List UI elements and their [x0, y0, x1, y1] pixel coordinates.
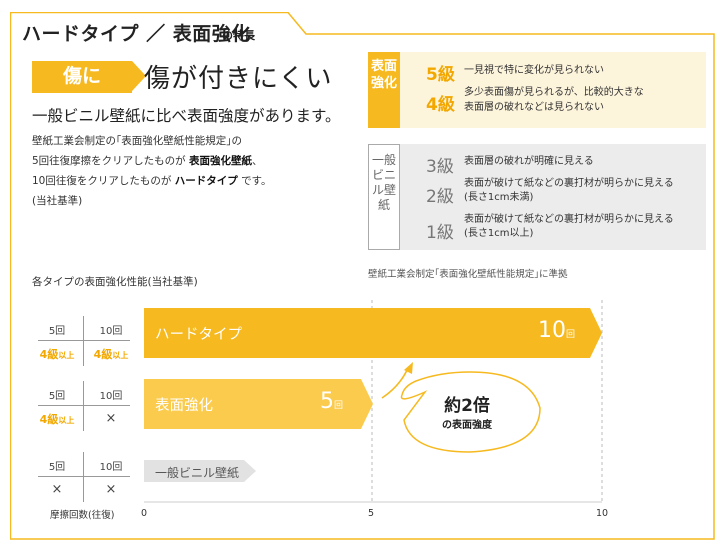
ippan-grades-panel: 3級 表面層の破れが明確に見える 2級 表面が破けて紙などの裏打材が明らかに見え… [400, 144, 706, 250]
grade-label: 1級 [426, 223, 454, 243]
table-cell: × [105, 482, 117, 497]
hyomen-grades-panel: 5級 一見視で特に変化が見られない 4級 多少表面傷が見られるが、比較的大きな … [400, 52, 706, 128]
table-divider [38, 340, 130, 341]
intro-line: 10回往復をクリアしたものが ハードタイプ です。 [32, 175, 272, 187]
bar-label-ippan: 一般ビニル壁紙 [155, 466, 240, 480]
standard-note: 壁紙工業会制定｢表面強化壁紙性能規定｣に準拠 [368, 269, 568, 280]
grade-label: 2級 [426, 187, 454, 207]
callout-bubble [400, 371, 541, 453]
grade-desc: 一見視で特に変化が見られない [464, 65, 604, 76]
grade-desc: (長さ1cm以上) [464, 228, 534, 239]
bar-value-hard: 10回 [538, 318, 576, 343]
headline-tag: 傷に [32, 61, 146, 92]
grade-desc: 表面層の破れなどは見られない [464, 102, 604, 113]
table-header: 10回 [99, 326, 123, 337]
grade-desc: 表面が破けて紙などの裏打材が明らかに見える [464, 214, 674, 225]
grade-desc: 表面層の破れが明確に見える [464, 156, 594, 167]
bar-label-hyomen: 表面強化 [155, 398, 213, 414]
bar-value-hyomen: 5回 [320, 389, 344, 414]
grade-table-hyomen: 5回 10回 4級以上 × [30, 381, 138, 431]
callout-big-text: 約2倍 [444, 396, 490, 416]
table-header: 10回 [99, 391, 123, 402]
intro-line: 壁紙工業会制定の｢表面強化壁紙性能規定｣の [32, 135, 242, 147]
x-tick-label: 0 [141, 508, 148, 519]
table-cell: 4級以上 [93, 348, 129, 361]
grade-table-hard: 5回 10回 4級以上 4級以上 [30, 316, 138, 366]
hyomen-label: 表面強化 [368, 52, 400, 128]
table-divider [38, 405, 130, 406]
callout-small-text: の表面強度 [442, 420, 492, 431]
header-suffix: の特長 [222, 29, 255, 42]
x-axis-title: 摩擦回数(往復) [50, 510, 115, 521]
table-header: 5回 [48, 391, 66, 402]
table-cell: × [51, 482, 63, 497]
grade-label: 3級 [426, 157, 454, 177]
callout: 約2倍 の表面強度 [398, 375, 536, 455]
bar-ippan [144, 460, 256, 482]
grade-table-ippan: 5回 10回 × × [30, 452, 138, 502]
chart-title: 各タイプの表面強化性能(当社基準) [32, 276, 198, 288]
intro-line: (当社基準) [32, 195, 83, 207]
grade-desc: 表面が破けて紙などの裏打材が明らかに見える [464, 178, 674, 189]
x-tick-label: 10 [596, 508, 609, 519]
header-title: ハードタイプ ／ 表面強化 [22, 23, 251, 45]
outer-frame [10, 12, 715, 540]
table-header: 5回 [48, 462, 66, 473]
grade-label: 5級 [426, 65, 455, 85]
arrow-head [404, 362, 413, 374]
intro-compare: 一般ビニル壁紙に比べ表面強度があります。 [32, 107, 341, 125]
table-divider [83, 452, 84, 502]
headline-underline [32, 91, 132, 93]
ippan-label: 一般ビニル壁紙 [368, 144, 400, 250]
table-divider [83, 316, 84, 366]
table-cell: × [105, 411, 117, 426]
table-cell: 4級以上 [39, 348, 75, 361]
x-tick-label: 5 [368, 508, 375, 519]
table-divider [83, 381, 84, 431]
table-divider [38, 476, 130, 477]
grade-desc: 多少表面傷が見られるが、比較的大きな [464, 87, 644, 98]
headline-text: 傷が付きにくい [144, 64, 333, 94]
table-header: 10回 [99, 462, 123, 473]
bar-label-hard: ハードタイプ [155, 327, 242, 343]
table-cell: 4級以上 [39, 413, 75, 426]
bar-hard [144, 308, 602, 358]
grade-label: 4級 [426, 95, 455, 115]
grade-desc: (長さ1cm未満) [464, 192, 534, 203]
intro-line: 5回往復摩擦をクリアしたものが 表面強化壁紙、 [32, 155, 263, 167]
bar-hyomen [144, 379, 373, 429]
table-header: 5回 [48, 326, 66, 337]
